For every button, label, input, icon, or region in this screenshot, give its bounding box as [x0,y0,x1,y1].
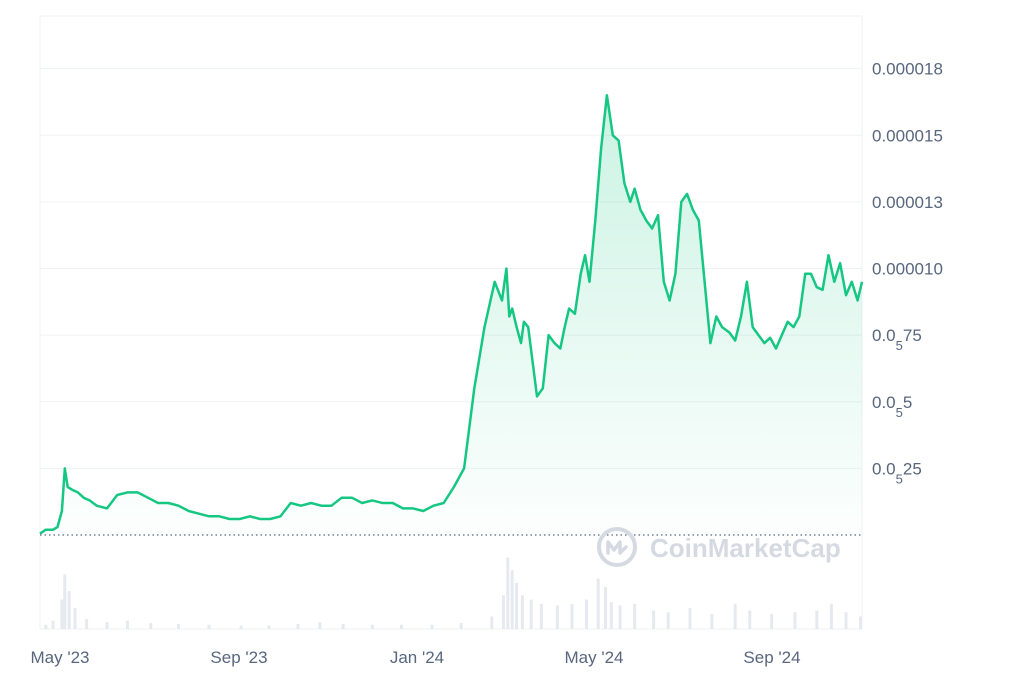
y-tick-label: 0.000010 [872,260,943,279]
volume-bar [748,610,752,629]
volume-bar [44,624,48,629]
y-tick-label: 0.000015 [872,126,943,145]
x-tick-label: May '23 [31,648,90,667]
volume-bar [539,603,543,629]
volume-bar [666,612,670,629]
volume-bar [501,595,505,629]
x-tick-label: Sep '24 [743,648,800,667]
y-tick-label: 0.0525 [872,459,922,486]
volume-bar [267,625,271,629]
volume-bar [105,622,109,629]
volume-bar [829,603,833,629]
volume-bar [490,616,494,629]
volume-bar [570,603,574,629]
volume-bar [515,582,519,629]
volume-bar [609,602,613,629]
volume-bar [844,612,848,629]
volume-bar [793,612,797,629]
volume-bar [370,624,374,629]
volume-bar [510,570,514,629]
volume-bar [430,624,434,629]
volume-bar [149,623,153,629]
volume-bar [652,610,656,629]
volume-bar [688,608,692,629]
y-tick-label: 0.000018 [872,60,943,79]
volume-bar [585,599,589,629]
volume-bar [459,623,463,629]
volume-bar [51,620,55,629]
volume-bar [633,603,637,629]
y-axis-labels: 0.0525 0.055 0.0575 0.000010 0.000013 0.00001… [872,60,943,487]
price-area [40,95,862,536]
volume-bar [520,595,524,629]
x-tick-label: Jan '24 [390,648,444,667]
volume-bar [239,625,243,629]
y-tick-label: 0.055 [872,393,912,420]
volume-bar [815,610,819,629]
watermark-text: CoinMarketCap [650,533,841,563]
volume-bar [296,623,300,629]
volume-bar [176,623,180,629]
volume-bar [618,605,622,629]
volume-bar [710,613,714,629]
volume-bar [73,608,77,629]
volume-bar [859,616,863,629]
volume-bar [529,599,533,629]
volume-bar [85,618,89,629]
volume-bar [506,557,510,629]
watermark: CoinMarketCap [597,527,841,567]
volume-bar [555,605,559,629]
volume-bar [60,599,64,629]
volume-bar [770,613,774,629]
volume-bars [44,557,863,629]
x-tick-label: May '24 [565,648,624,667]
volume-bar [341,623,345,629]
coinmarketcap-logo-icon [597,527,637,567]
volume-bar [63,574,67,629]
x-tick-label: Sep '23 [210,648,267,667]
y-tick-label: 0.0575 [872,326,922,353]
volume-bar [733,603,737,629]
price-line [39,94,864,535]
volume-bar [596,578,600,629]
volume-bar [399,624,403,629]
volume-bar [207,624,211,629]
volume-bar [67,591,71,629]
volume-bar [603,587,607,629]
x-axis-labels: May '23 Sep '23 Jan '24 May '24 Sep '24 [31,648,801,667]
volume-bar [318,622,322,629]
volume-bar [125,620,129,629]
y-tick-label: 0.000013 [872,193,943,212]
